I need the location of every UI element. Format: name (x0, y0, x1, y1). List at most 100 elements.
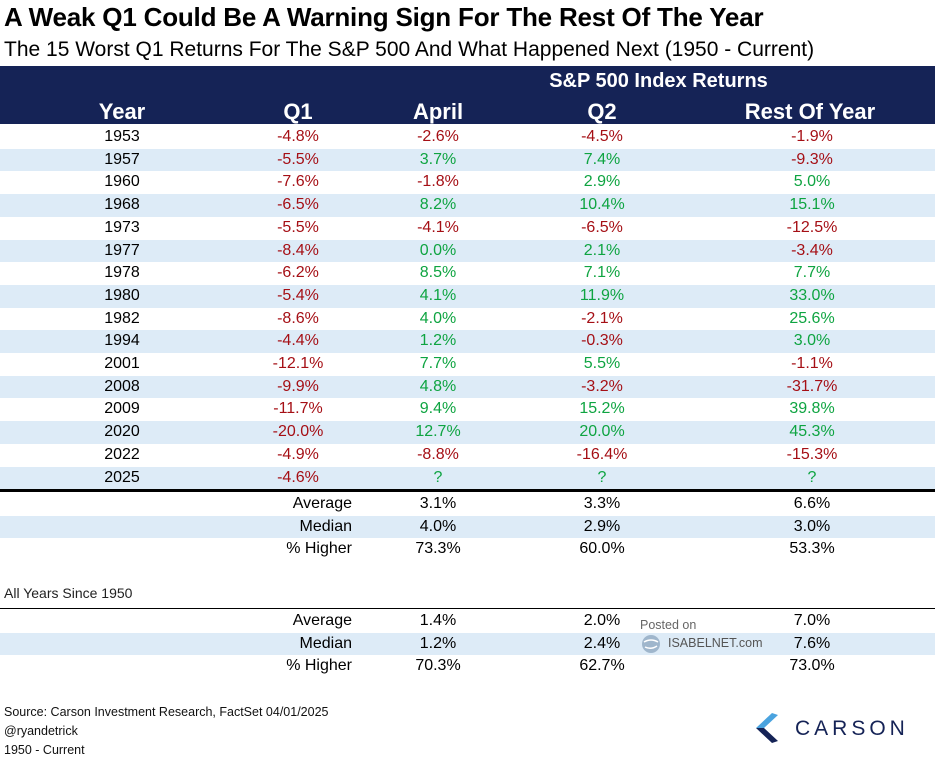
table-row: 2025 -4.6%??? (0, 466, 935, 490)
summary-label: Average (292, 612, 352, 629)
summary-q2: 62.7% (579, 657, 625, 675)
summary-rest-of-year: 53.3% (789, 540, 835, 558)
april-cell: 4.0% (419, 309, 457, 327)
q1-cell: -8.6% (277, 309, 319, 327)
year-cell: 1953 (104, 128, 140, 145)
q2-cell: -16.4% (576, 445, 628, 463)
summary-label: Average (292, 495, 352, 512)
rest-of-year-cell: -12.5% (786, 218, 838, 236)
q2-cell: -4.5% (581, 128, 623, 145)
column-header-q2: Q2 (587, 99, 617, 124)
rest-of-year-cell: -1.1% (791, 355, 833, 372)
q2-cell: 7.4% (583, 150, 621, 168)
summary-rest-of-year: 6.6% (793, 495, 831, 512)
q2-cell: 11.9% (579, 286, 625, 304)
table-row: 1977 -8.4% 0.0% 2.1% -3.4% (0, 239, 935, 263)
q2-cell: -6.5% (581, 218, 623, 236)
summary-april: 73.3% (415, 540, 461, 558)
group-header: S&P 500 Index Returns (549, 70, 768, 92)
table-row: 2001 -12.1% 7.7% 5.5% -1.1% (0, 353, 935, 376)
all-years-divider (0, 608, 935, 609)
table-row: 2022 -4.9% -8.8% -16.4% -15.3% (0, 444, 935, 467)
q1-cell: -4.4% (277, 332, 319, 350)
table-row: 1994 -4.4% 1.2% -0.3% 3.0% (0, 330, 935, 353)
q1-cell: -12.1% (272, 355, 324, 372)
q2-cell: 15.2% (579, 400, 625, 418)
chart-title: A Weak Q1 Could Be A Warning Sign For Th… (4, 2, 764, 32)
q1-cell: -9.9% (277, 377, 319, 395)
summary-rest-of-year: 7.6% (793, 634, 831, 652)
q1-cell: -5.5% (277, 150, 319, 168)
april-cell: 9.4% (419, 400, 457, 418)
q2-cell: 2.9% (583, 173, 621, 191)
rest-of-year-cell: 45.3% (789, 423, 835, 441)
table-row: 1973 -5.5% -4.1% -6.5% -12.5% (0, 217, 935, 240)
year-cell: 1982 (104, 309, 140, 327)
summary-rest-of-year: 3.0% (793, 517, 831, 535)
year-cell: 1980 (104, 286, 140, 304)
table-row: 1980 -5.4% 4.1% 11.9% 33.0% (0, 284, 935, 308)
summary-april: 4.0% (419, 517, 457, 535)
summary-row: Average 1.4% 2.0% 7.0% (0, 610, 935, 633)
summary-april: 1.4% (419, 612, 457, 629)
summary-q2: 2.0% (583, 612, 621, 629)
april-cell: 8.2% (419, 196, 457, 214)
date-range-note: 1950 - Current (4, 743, 85, 757)
table-row: 2020 -20.0% 12.7% 20.0% 45.3% (0, 421, 935, 444)
watermark-posted: Posted on (640, 618, 697, 632)
rest-of-year-cell: 25.6% (789, 309, 835, 327)
column-header-q1: Q1 (283, 99, 313, 124)
summary-april: 3.1% (419, 495, 457, 512)
rest-of-year-cell: -31.7% (786, 377, 838, 395)
year-cell: 1957 (104, 150, 140, 168)
year-cell: 1973 (104, 218, 140, 236)
april-cell: 4.1% (419, 286, 457, 304)
rest-of-year-cell: 5.0% (793, 173, 831, 191)
rest-of-year-cell: ? (807, 468, 817, 486)
rest-of-year-cell: 33.0% (789, 286, 835, 304)
q1-cell: -4.6% (277, 468, 319, 486)
april-cell: ? (433, 468, 443, 486)
q1-cell: -4.8% (277, 128, 319, 145)
summary-q2: 2.4% (583, 634, 621, 652)
table-row: 1978 -6.2% 8.5% 7.1% 7.7% (0, 262, 935, 285)
q2-cell: 10.4% (579, 196, 625, 214)
all-years-label: All Years Since 1950 (4, 585, 133, 601)
year-cell: 2022 (104, 445, 140, 463)
table-row: 1953 -4.8% -2.6% -4.5% -1.9% (0, 126, 935, 149)
year-cell: 2025 (104, 468, 140, 486)
rest-of-year-cell: -15.3% (786, 445, 838, 463)
summary-q2: 2.9% (583, 517, 621, 535)
q2-cell: 20.0% (579, 423, 625, 441)
rest-of-year-cell: 39.8% (789, 400, 835, 418)
year-cell: 2001 (104, 355, 140, 372)
summary-q2: 60.0% (579, 540, 625, 558)
carson-logo-text: CARSON (795, 717, 909, 740)
table-header: S&P 500 Index Returns Year Q1 April Q2 R… (0, 66, 935, 124)
year-cell: 1968 (104, 196, 140, 214)
column-header-year: Year (98, 99, 146, 124)
summary-label: % Higher (286, 540, 352, 558)
year-cell: 1977 (104, 241, 140, 259)
summary-rest-of-year: 73.0% (789, 657, 835, 675)
april-cell: -8.8% (417, 445, 459, 463)
summary-divider (0, 489, 935, 492)
rest-of-year-cell: 7.7% (793, 264, 831, 282)
summary-row: Average 3.1% 3.3% 6.6% (0, 493, 935, 516)
table-row: 1957 -5.5% 3.7% 7.4% -9.3% (0, 148, 935, 172)
april-cell: 1.2% (419, 332, 457, 350)
april-cell: -1.8% (417, 173, 459, 191)
summary-label: % Higher (286, 657, 352, 675)
chart-subtitle: The 15 Worst Q1 Returns For The S&P 500 … (4, 38, 815, 61)
april-cell: -4.1% (417, 218, 459, 236)
april-cell: 12.7% (415, 423, 461, 441)
rest-of-year-cell: -3.4% (791, 241, 833, 259)
q2-cell: 2.1% (583, 241, 621, 259)
q1-cell: -6.5% (277, 196, 319, 214)
april-cell: 7.7% (419, 355, 457, 372)
summary-label: Median (299, 517, 352, 535)
q2-cell: ? (597, 468, 607, 486)
q2-cell: 7.1% (583, 264, 621, 282)
isabelnet-globe-icon (640, 633, 662, 660)
q1-cell: -5.5% (277, 218, 319, 236)
